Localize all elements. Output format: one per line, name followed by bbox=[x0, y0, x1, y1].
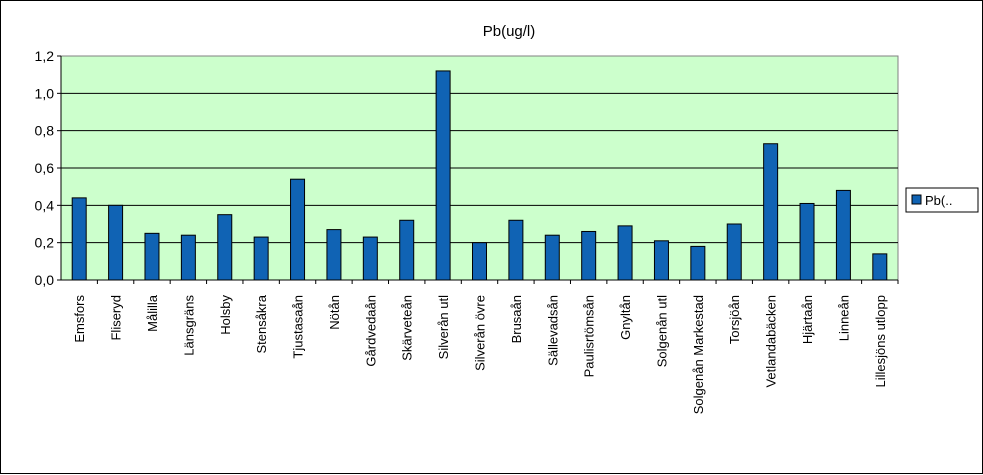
bar bbox=[253, 236, 269, 281]
bar bbox=[581, 230, 597, 281]
bar bbox=[653, 240, 669, 281]
x-category-label: Målilla bbox=[145, 294, 160, 332]
bar bbox=[326, 229, 342, 281]
bar bbox=[508, 219, 524, 281]
chart-title: Pb(ug/l) bbox=[483, 23, 536, 40]
bar bbox=[835, 189, 851, 281]
bar bbox=[472, 242, 487, 281]
bar bbox=[144, 232, 160, 281]
legend-swatch bbox=[911, 194, 922, 205]
y-tick-label: 0,0 bbox=[35, 272, 55, 288]
x-category-label: Stensåkra bbox=[254, 294, 269, 353]
bar bbox=[108, 204, 124, 281]
x-category-label: Tjustasaån bbox=[291, 295, 306, 359]
y-tick-label: 0,8 bbox=[35, 123, 55, 139]
bar bbox=[799, 202, 815, 281]
bars bbox=[71, 70, 888, 281]
y-tick-label: 1,0 bbox=[35, 85, 55, 101]
y-tick-label: 1,2 bbox=[35, 48, 55, 64]
x-category-label: Paulisrtömsån bbox=[582, 295, 597, 377]
bar bbox=[544, 234, 560, 281]
x-category-label: Fliseryd bbox=[109, 295, 124, 341]
x-category-label: Solgenån Markestad bbox=[691, 295, 706, 414]
x-category-label: Silverån utl bbox=[436, 295, 451, 359]
x-category-label: Silverån övre bbox=[473, 295, 488, 371]
bar bbox=[763, 143, 779, 281]
x-category-label: Hjärtaån bbox=[800, 295, 815, 344]
y-tick-label: 0,2 bbox=[35, 235, 55, 251]
bar bbox=[217, 214, 233, 281]
x-category-label: Brusaån bbox=[509, 295, 524, 343]
bar bbox=[726, 223, 742, 281]
x-category-label: Emsfors bbox=[72, 295, 87, 343]
x-category-label: Länsgräns bbox=[181, 295, 196, 356]
x-category-label: Gnyltån bbox=[618, 295, 633, 340]
x-category-label: Holsby bbox=[218, 295, 233, 335]
bar bbox=[71, 197, 87, 281]
x-category-label: Solgenån utl bbox=[654, 295, 669, 367]
x-category-label: Linneån bbox=[836, 295, 851, 341]
bar bbox=[399, 219, 415, 281]
bar bbox=[617, 225, 633, 281]
bar bbox=[180, 234, 196, 281]
bar bbox=[362, 236, 378, 281]
legend: Pb(.. bbox=[905, 187, 979, 213]
legend-label: Pb(.. bbox=[925, 193, 952, 208]
x-category-label: Nötån bbox=[327, 295, 342, 330]
y-tick-label: 0,6 bbox=[35, 160, 55, 176]
x-axis: Emsfors Fliseryd Målilla Länsgräns Holsby Ste… bbox=[72, 280, 899, 414]
x-category-label: Gårdvedaån bbox=[363, 295, 378, 367]
bar bbox=[290, 178, 306, 281]
y-tick-label: 0,4 bbox=[35, 197, 55, 213]
x-category-label: Skärveteån bbox=[400, 295, 415, 361]
bar bbox=[690, 245, 706, 281]
x-category-label: Lillesjöns utlopp bbox=[873, 295, 888, 388]
x-category-label: Vetlandabäcken bbox=[764, 295, 779, 388]
bar bbox=[435, 70, 451, 281]
x-category-label: Sällevadsån bbox=[545, 295, 560, 366]
grid-lines bbox=[61, 92, 898, 244]
bar bbox=[872, 253, 888, 281]
x-category-label: Torsjöån bbox=[727, 295, 742, 344]
